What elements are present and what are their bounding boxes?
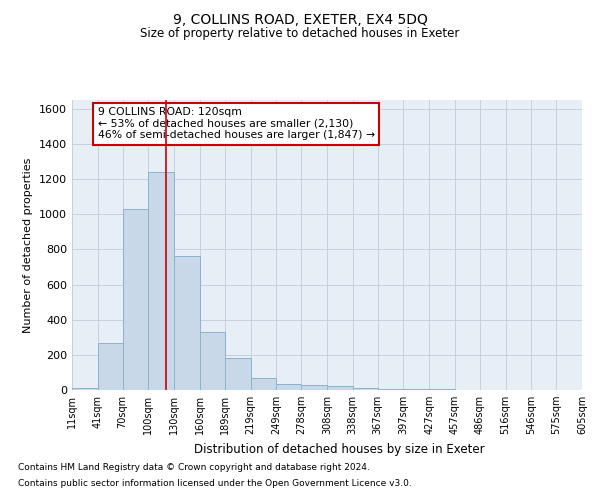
Bar — [200, 332, 225, 390]
Bar — [301, 384, 327, 390]
Y-axis label: Number of detached properties: Number of detached properties — [23, 158, 34, 332]
Bar — [403, 389, 429, 390]
Bar — [72, 388, 98, 390]
Bar — [277, 384, 301, 390]
Bar — [98, 342, 122, 390]
Bar — [225, 358, 251, 390]
Text: Distribution of detached houses by size in Exeter: Distribution of detached houses by size … — [194, 442, 484, 456]
Bar — [122, 209, 148, 390]
Bar — [327, 386, 353, 390]
Text: Contains public sector information licensed under the Open Government Licence v3: Contains public sector information licen… — [18, 478, 412, 488]
Bar — [353, 388, 377, 390]
Bar — [174, 256, 200, 390]
Text: 9, COLLINS ROAD, EXETER, EX4 5DQ: 9, COLLINS ROAD, EXETER, EX4 5DQ — [173, 12, 427, 26]
Bar — [148, 172, 174, 390]
Bar — [377, 389, 403, 390]
Bar — [251, 378, 277, 390]
Text: Size of property relative to detached houses in Exeter: Size of property relative to detached ho… — [140, 28, 460, 40]
Text: Contains HM Land Registry data © Crown copyright and database right 2024.: Contains HM Land Registry data © Crown c… — [18, 464, 370, 472]
Text: 9 COLLINS ROAD: 120sqm
← 53% of detached houses are smaller (2,130)
46% of semi-: 9 COLLINS ROAD: 120sqm ← 53% of detached… — [98, 107, 375, 140]
